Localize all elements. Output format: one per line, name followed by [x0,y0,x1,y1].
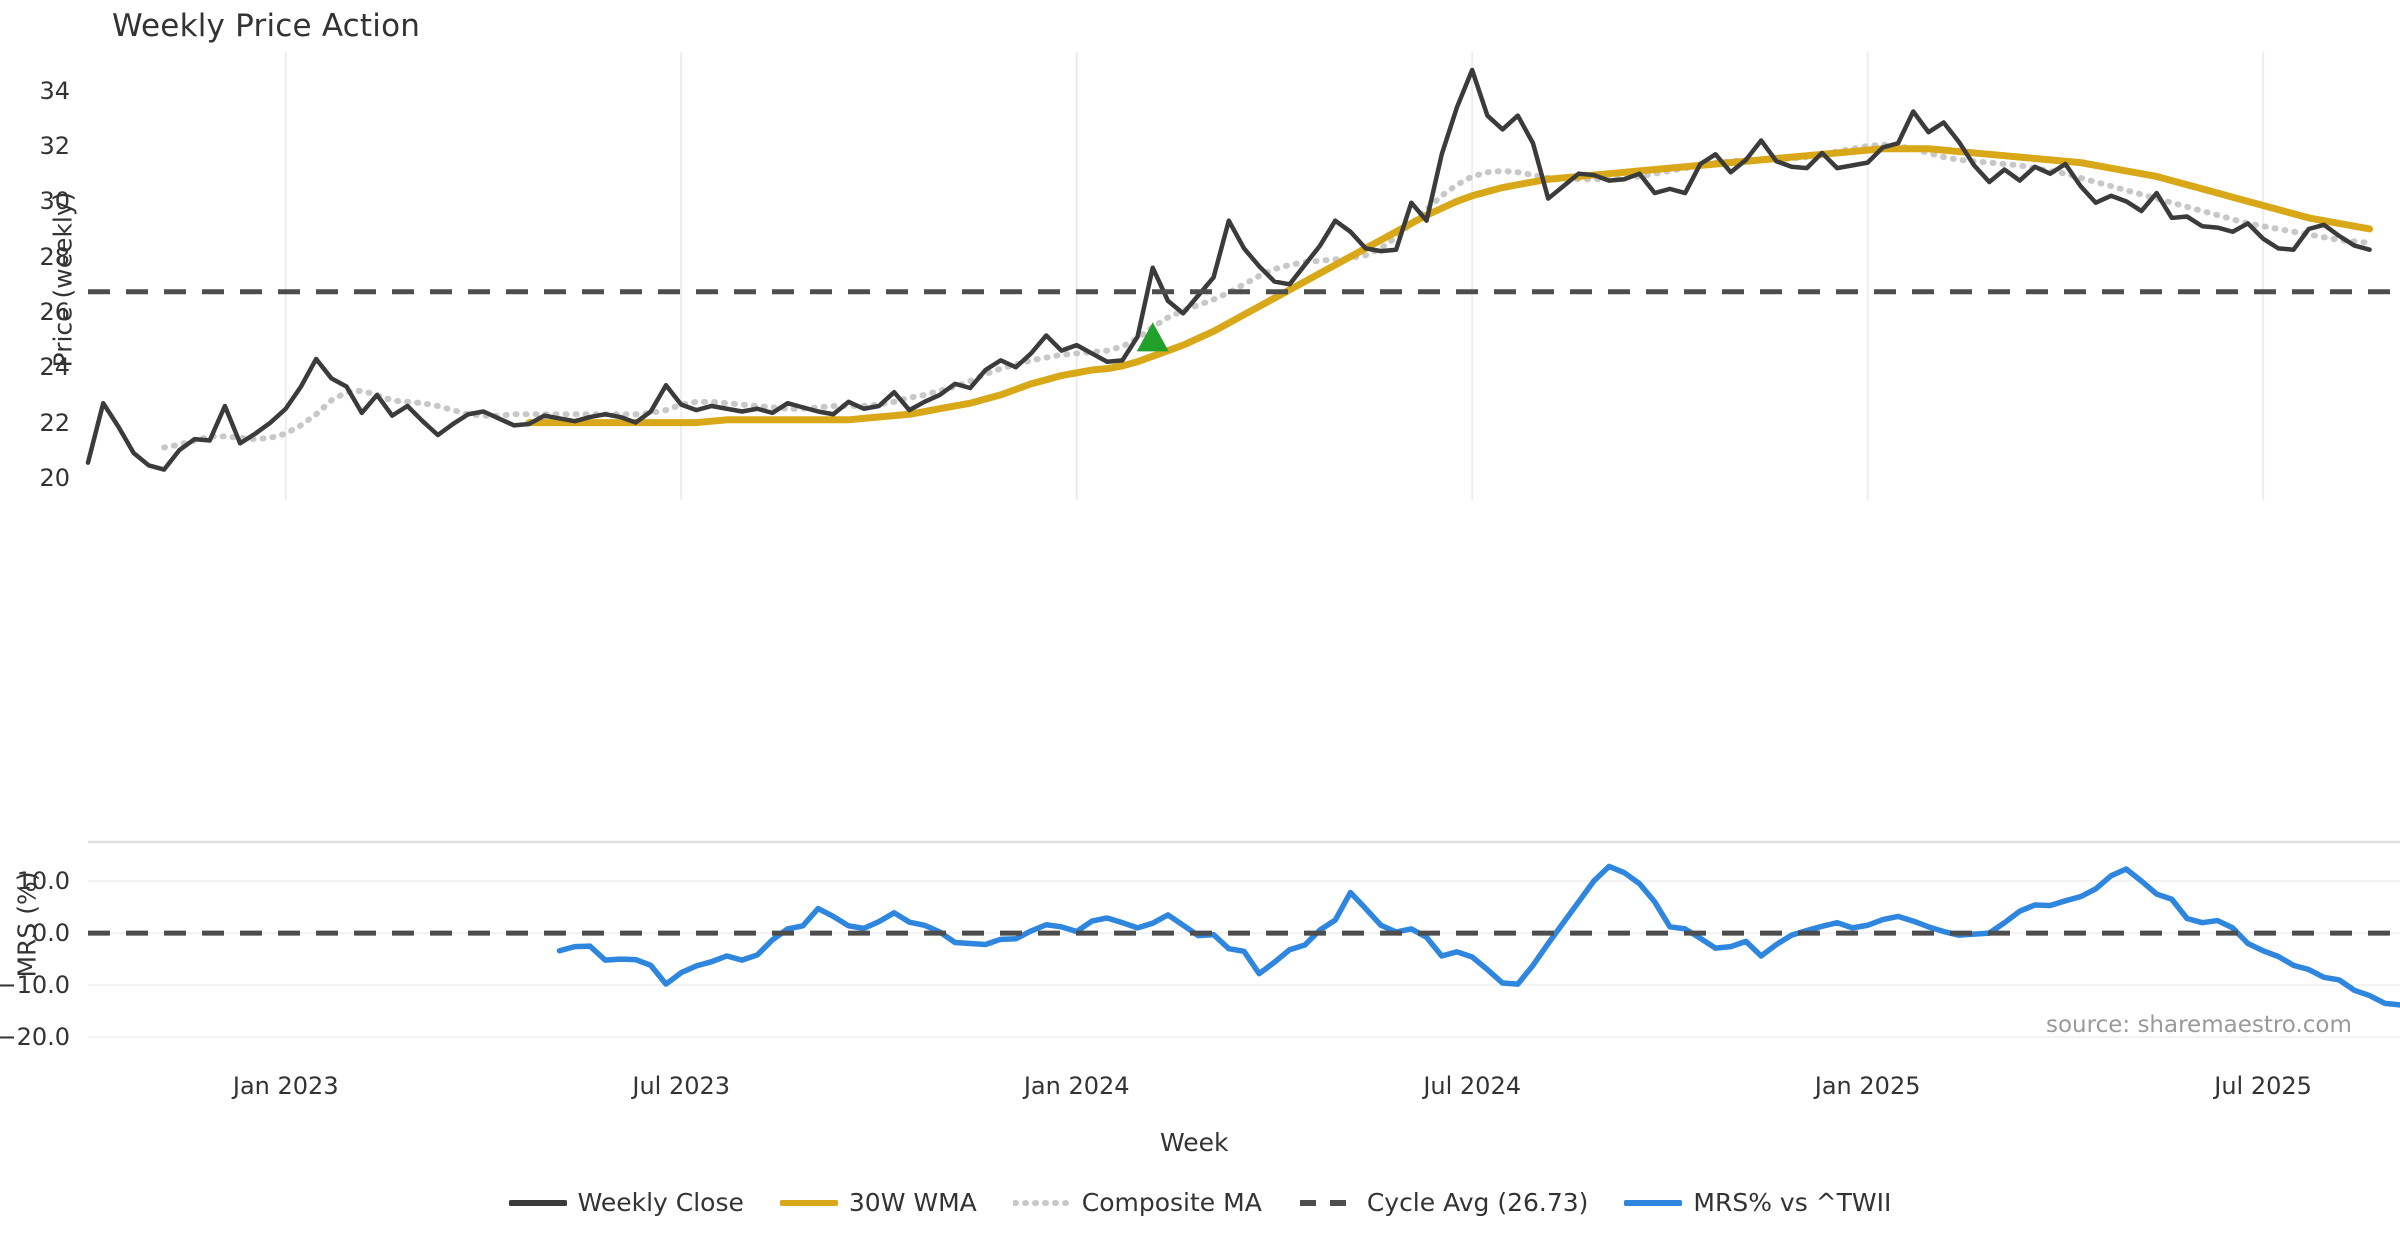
price-y-tick: 30 [39,187,70,216]
series-30w-wma [525,145,2374,427]
price-series-layer [85,67,2400,472]
buy-signal-triangle-icon [1136,322,1169,352]
legend-item[interactable]: Composite MA [1012,1188,1262,1217]
legend-item[interactable]: 30W WMA [779,1188,977,1217]
legend-item[interactable]: Weekly Close [508,1188,744,1217]
price-y-tick: 20 [39,463,70,492]
x-tick: Jan 2023 [232,1072,339,1100]
legend-item-label: Weekly Close [577,1188,744,1217]
x-axis-label: Week [1160,1128,1229,1157]
chart-legend: Weekly Close 30W WMA Composite MA Cycle Avg… [0,1188,2400,1217]
mrs-y-tick: −20.0 [0,1023,70,1052]
series-weekly-close [85,67,2372,472]
legend-item-label: MRS% vs ^TWII [1693,1188,1892,1217]
series-mrs-vs-twii [556,863,2400,1008]
source-attribution: source: sharemaestro.com [2046,1012,2352,1038]
price-y-tick: 34 [39,76,70,105]
price-y-tick: 22 [39,408,70,437]
legend-swatch-icon [1012,1199,1071,1206]
legend-swatch-icon [779,1199,838,1206]
price-y-tick: 26 [39,297,70,326]
price-y-tick: 24 [39,353,70,382]
mrs-series-layer [88,863,2400,1008]
x-tick: Jul 2023 [632,1072,731,1100]
x-tick: Jul 2025 [2214,1072,2312,1100]
x-tick: Jan 2025 [1814,1072,1921,1100]
legend-item-label: Composite MA [1081,1188,1262,1217]
legend-swatch-icon [1624,1199,1683,1206]
x-tick: Jul 2024 [1423,1072,1521,1100]
mrs-y-tick: −10.0 [0,971,70,1000]
legend-swatch-icon [508,1199,567,1206]
series-composite-ma [161,141,2373,451]
price-y-tick: 32 [39,132,70,161]
price-y-tick: 28 [39,242,70,271]
x-tick: Jan 2024 [1023,1072,1130,1100]
mrs-y-tick: 10.0 [16,867,70,896]
legend-item-label: 30W WMA [848,1188,977,1217]
page-title: Weekly Price Action [112,8,421,44]
legend-swatch-icon [1299,1199,1354,1206]
mrs-y-tick: 0.0 [31,919,70,948]
legend-item[interactable]: Cycle Avg (26.73) [1298,1188,1589,1217]
legend-item[interactable]: MRS% vs ^TWII [1624,1188,1891,1217]
legend-item-label: Cycle Avg (26.73) [1366,1188,1589,1217]
grid-lines [88,52,2400,1039]
